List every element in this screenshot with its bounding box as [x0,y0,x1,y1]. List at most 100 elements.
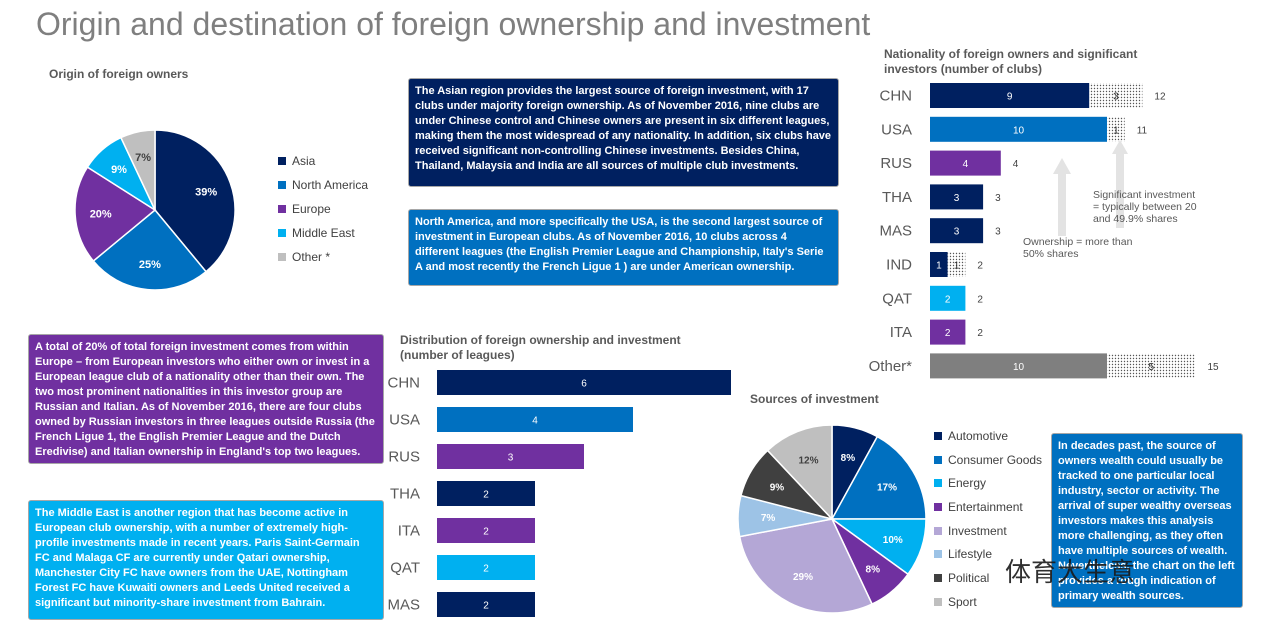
clubs-value-own-rus: 4 [963,159,969,170]
pie-label-north-america: 25% [139,259,161,271]
legend-item-europe: Europe [278,197,368,221]
origin-chart-title: Origin of foreign owners [49,67,189,81]
origin-pie-chart: 39% 25% 20% 9% 7% [74,129,236,291]
pie-label-lifestyle: 7% [761,513,776,524]
pie-label-entertainment: 8% [866,564,881,575]
legend-label: Other * [292,250,331,264]
leagues-tick-mas: MAS [387,597,420,614]
clubs-total-other: 15 [1208,362,1220,373]
legend-label: Consumer Goods [948,452,1043,467]
legend-swatch [934,455,942,464]
clubs-total-qat: 2 [977,294,983,305]
clubs-total-mas: 3 [995,227,1001,238]
pie-label-energy: 10% [883,535,903,546]
leagues-tick-qat: QAT [390,560,420,577]
clubs-total-ind: 2 [977,261,983,272]
clubs-bar-sig-ind [947,252,966,277]
legend-swatch [278,157,286,165]
legend-swatch [934,431,942,440]
leagues-bar-qat [437,555,535,580]
clubs-bar-own-qat [930,285,966,311]
legend-item-other: Other * [278,245,368,269]
pie-slice-consumer-goods [830,435,927,520]
legend-swatch [934,526,942,535]
legend-label: Sport [948,594,977,609]
clubs-bar-sig-other [1107,353,1196,379]
clubs-total-ita: 2 [977,328,983,339]
sources-chart-title: Sources of investment [750,392,879,406]
legend-label: Political [948,570,990,585]
leagues-chart-title: Distribution of foreign ownership and in… [400,333,681,362]
leagues-bar-chn [437,370,731,395]
legend-item-energy: Energy [934,471,1042,495]
leagues-value-rus: 3 [508,453,514,464]
legend-item-lifestyle: Lifestyle [934,542,1042,566]
clubs-value-sig-usa: 1 [1113,125,1119,136]
clubs-tick-qat: QAT [882,290,912,307]
leagues-bar-usa [437,407,633,432]
pie-label-consumer-goods: 17% [877,482,897,493]
own-arrow [1053,158,1071,236]
clubs-value-own-ind: 1 [936,261,942,272]
leagues-value-tha: 2 [483,490,489,501]
clubs-bar-own-other [930,353,1107,379]
leagues-bar-ita [437,518,535,543]
legend-label: Middle East [292,226,355,240]
clubs-chart-title: Nationality of foreign owners and signif… [884,47,1138,76]
legend-swatch [934,573,942,582]
clubs-value-own-mas: 3 [954,227,960,238]
sig-arrow [1112,140,1128,228]
clubs-value-sig-other: 5 [1148,362,1154,373]
legend-item-investment: Investment [934,519,1042,543]
legend-label: Asia [292,154,316,168]
legend-item-entertainment: Entertainment [934,495,1042,519]
clubs-bar-own-ind [930,252,948,277]
asia-text-box: The Asian region provides the largest so… [408,78,839,187]
pie-label-asia: 39% [195,187,217,199]
leagues-value-usa: 4 [532,416,538,427]
pie-slice-north-america [92,208,208,291]
legend-label: North America [292,178,369,192]
clubs-total-tha: 3 [995,193,1001,204]
clubs-value-own-other: 10 [1013,362,1025,373]
leagues-tick-usa: USA [389,412,420,429]
clubs-value-sig-chn: 3 [1113,92,1119,103]
clubs-bar-own-rus [930,150,1001,176]
legend-label: Energy [948,476,987,491]
legend-swatch [278,253,286,261]
own-annotation: Ownership = more than 50% shares [1023,236,1133,260]
clubs-bar-sig-chn [1089,83,1143,108]
sources-legend: Automotive Consumer Goods Energy Entertainm… [934,424,1042,614]
legend-item-political: Political [934,566,1042,590]
clubs-tick-ind: IND [886,257,912,274]
leagues-bar-chart: CHN 6 USA 4 RUS 3 THA 2 ITA 2 QAT 2 MAS 2 [387,370,731,617]
clubs-tick-ita: ITA [890,324,912,341]
pie-label-europe: 20% [90,208,112,220]
pie-label-political: 9% [770,482,785,493]
leagues-bar-rus [437,444,584,469]
clubs-bar-own-usa [930,116,1107,142]
legend-label: Investment [948,523,1007,538]
clubs-total-chn: 12 [1154,92,1166,103]
clubs-value-own-ita: 2 [945,328,951,339]
legend-swatch [278,181,286,189]
clubs-tick-other: Other* [869,358,913,375]
clubs-bar-sig-usa [1107,116,1125,142]
clubs-tick-usa: USA [881,121,912,138]
clubs-value-own-chn: 9 [1007,92,1013,103]
page-title: Origin and destination of foreign owners… [36,6,871,42]
legend-swatch [278,205,286,213]
clubs-total-rus: 4 [1013,159,1019,170]
leagues-value-ita: 2 [483,527,489,538]
legend-item-north-america: North America [278,173,368,197]
pie-slice-sport [766,424,833,521]
pie-label-middle-east: 9% [111,164,127,176]
pie-slice-asia [154,129,236,273]
clubs-value-sig-ind: 1 [954,261,960,272]
pie-slice-investment [738,518,874,614]
sig-annotation: Significant investment = typically betwee… [1093,189,1197,225]
pie-label-automotive: 8% [841,453,856,464]
legend-label: Entertainment [948,499,1023,514]
legend-label: Europe [292,202,331,216]
